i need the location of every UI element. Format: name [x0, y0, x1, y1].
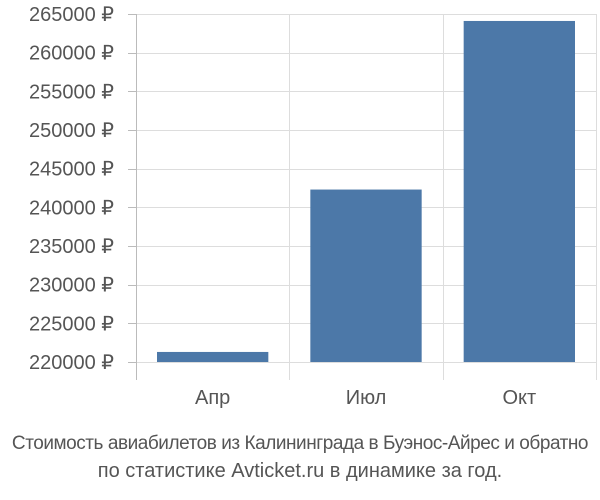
y-tick-label: 265000 ₽ [29, 4, 114, 26]
bars [157, 20, 575, 363]
axes [128, 14, 137, 380]
y-tick-label: 230000 ₽ [29, 275, 114, 297]
y-tick-labels: 220000 ₽ 225000 ₽ 230000 ₽ 235000 ₽ 240000 ₽… [29, 4, 114, 374]
x-tick-labels: Апр Июл Окт [195, 387, 536, 409]
chart-caption-line-1: Стоимость авиабилетов из Калининграда в … [11, 433, 589, 454]
y-tick-label: 255000 ₽ [29, 81, 114, 103]
x-tick-label: Июл [346, 387, 387, 409]
bar-Апр [157, 351, 269, 362]
y-tick-label: 260000 ₽ [29, 43, 114, 65]
y-tick-label: 225000 ₽ [29, 313, 114, 335]
y-tick-label: 220000 ₽ [29, 352, 114, 374]
x-tick-label: Апр [195, 387, 230, 409]
bar-Июл [310, 189, 422, 362]
y-tick-label: 245000 ₽ [29, 159, 114, 181]
y-tick-label: 250000 ₽ [29, 120, 114, 142]
bar-Окт [463, 20, 575, 363]
y-tick-label: 235000 ₽ [29, 236, 114, 258]
chart-caption-line-2: по статистике Avticket.ru в динамике за … [97, 460, 503, 482]
bar-chart: 220000 ₽ 225000 ₽ 230000 ₽ 235000 ₽ 240000 ₽… [29, 4, 597, 409]
x-tick-label: Окт [502, 387, 536, 409]
y-tick-label: 240000 ₽ [29, 197, 114, 219]
